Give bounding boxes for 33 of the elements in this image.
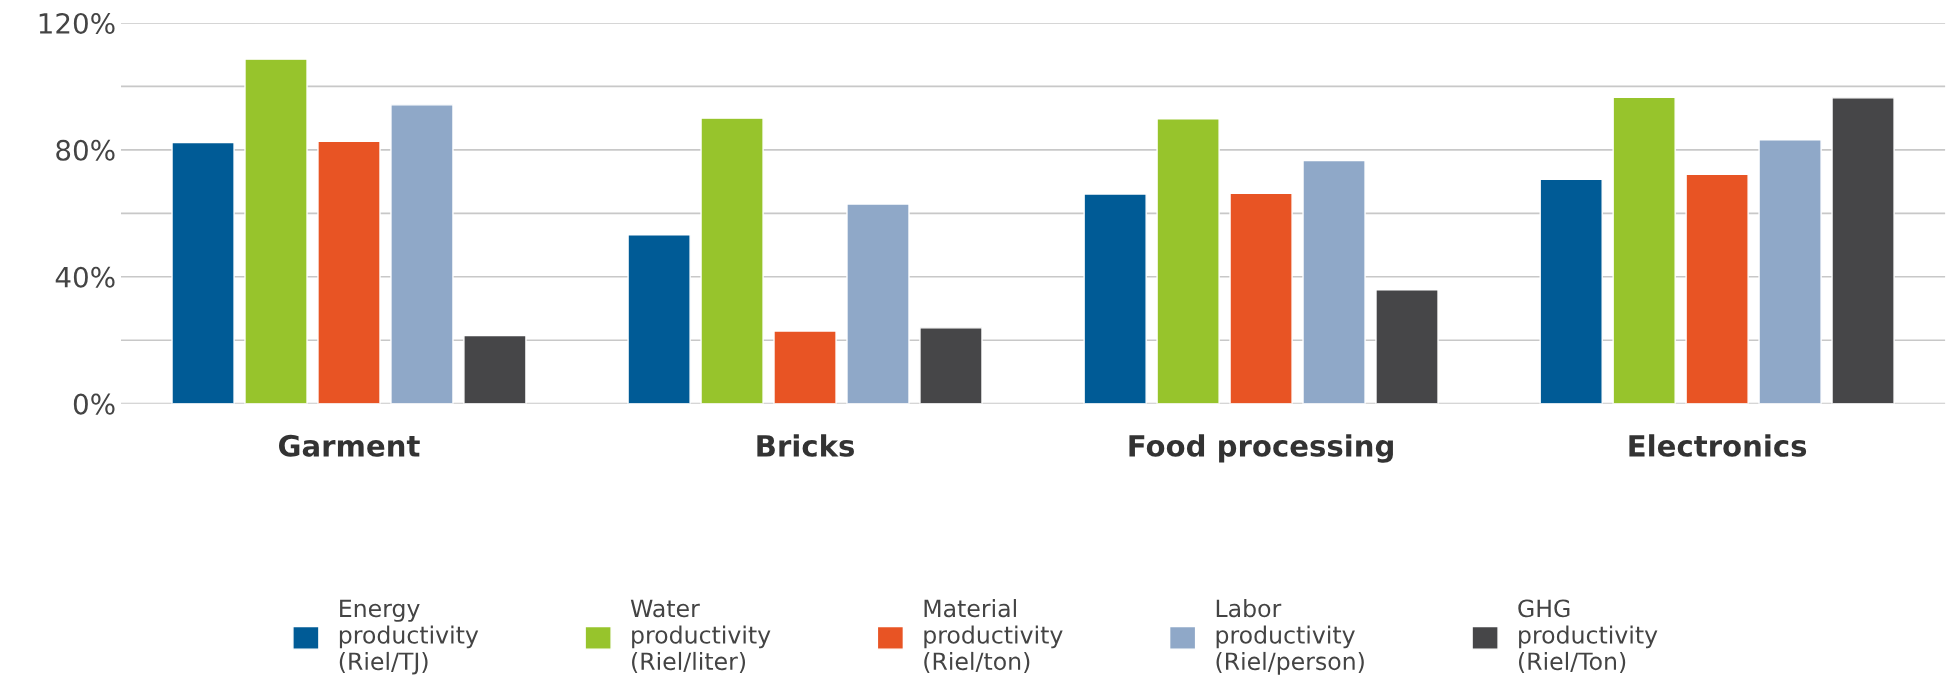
y-tick-label: 80% [56, 139, 115, 161]
bar [1831, 97, 1895, 404]
x-tick-label: Food processing [1129, 434, 1393, 463]
bar [1156, 118, 1220, 404]
y-tick-label: 0% [73, 393, 115, 415]
legend-label: Water productivity (Riel/liter) [630, 599, 771, 673]
bar [1539, 178, 1603, 404]
bar [700, 117, 764, 404]
bar [1083, 193, 1147, 404]
bar [1612, 96, 1676, 404]
bar [773, 330, 837, 404]
x-tick-label: Bricks [757, 434, 854, 457]
bar [846, 203, 910, 404]
bar [1375, 289, 1439, 404]
bar [1758, 139, 1822, 404]
legend-label: Labor productivity (Riel/person) [1216, 599, 1364, 675]
bar [171, 141, 235, 404]
bar [463, 334, 527, 404]
legend-label: Energy productivity (Riel/TJ) [339, 599, 479, 675]
bar [919, 327, 983, 404]
x-tick-label: Garment [279, 434, 420, 457]
bar [390, 104, 454, 404]
legend-label: Material productivity (Riel/ton) [924, 599, 1063, 673]
bar [317, 140, 381, 404]
legend-label: GHG productivity (Riel/Ton) [1518, 599, 1658, 673]
x-tick-label: Electronics [1629, 434, 1807, 457]
bar [1229, 192, 1293, 404]
y-tick-label: 120% [39, 12, 115, 34]
y-tick-label: 40% [55, 266, 115, 288]
bar [1685, 173, 1749, 404]
bar [627, 234, 691, 404]
bar [244, 58, 308, 404]
bar [1302, 159, 1366, 404]
